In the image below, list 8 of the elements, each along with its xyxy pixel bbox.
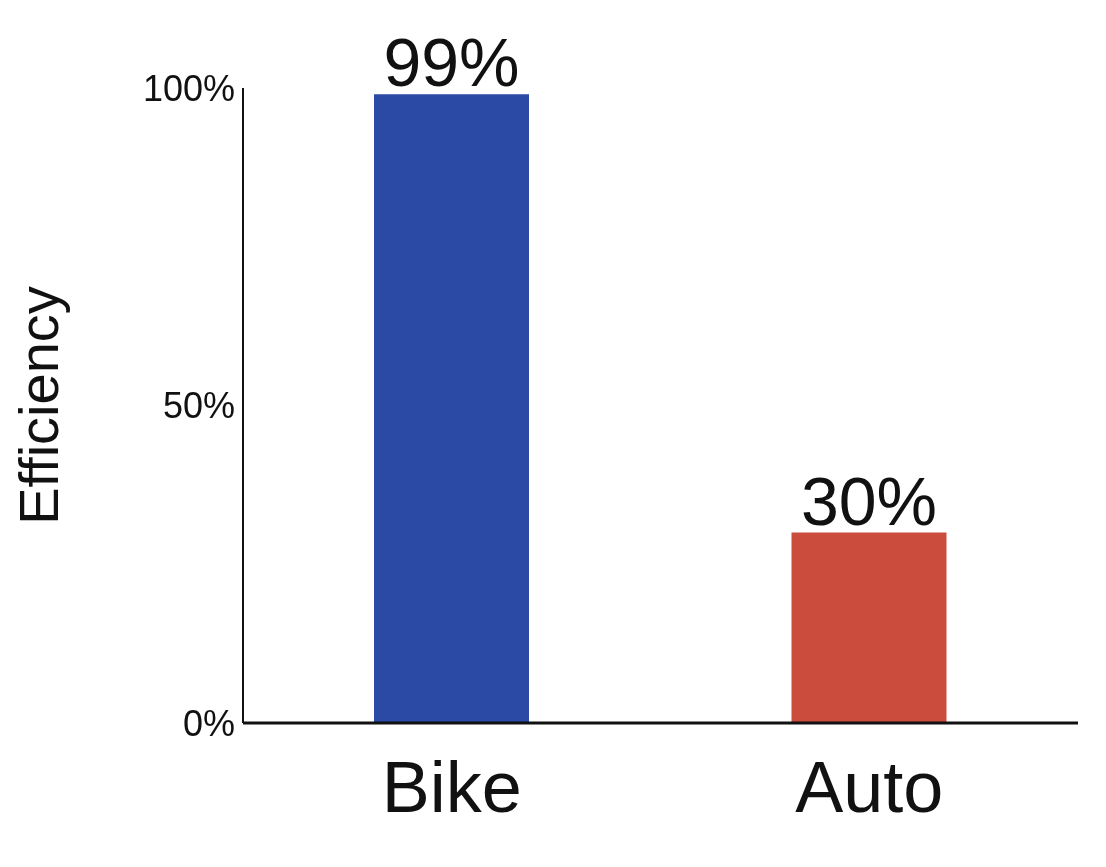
x-tick-label: Bike <box>381 747 522 828</box>
y-tick-label: 100% <box>142 67 235 109</box>
y-tick-label: 50% <box>162 385 235 427</box>
data-label: 30% <box>800 462 938 539</box>
x-tick-label: Auto <box>795 747 944 828</box>
data-label: 99% <box>383 24 520 101</box>
y-axis-title: Efficiency <box>6 286 70 525</box>
y-tick-label: 0% <box>182 702 235 744</box>
